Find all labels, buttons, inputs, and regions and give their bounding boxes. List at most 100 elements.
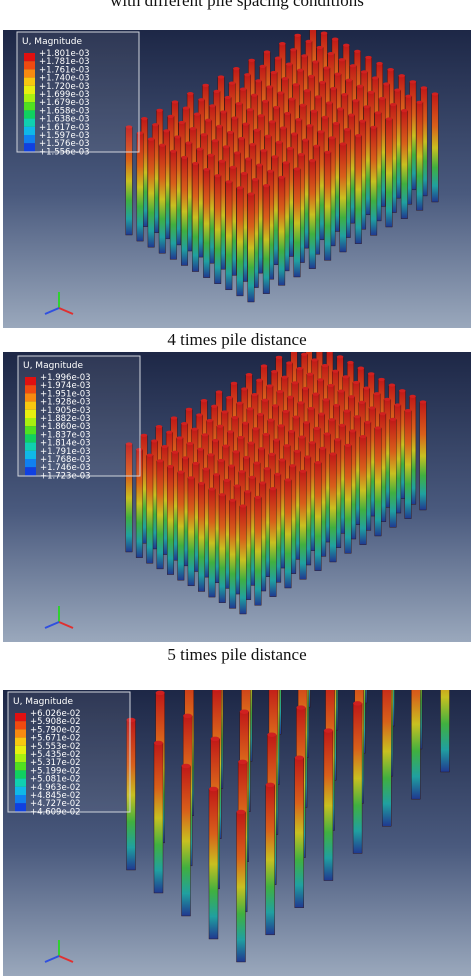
pile-top xyxy=(337,107,344,111)
legend-box xyxy=(7,691,131,813)
pile-top xyxy=(404,409,412,413)
pile-top xyxy=(272,404,279,408)
pile xyxy=(404,410,412,519)
pile-top xyxy=(337,389,345,393)
pile-top xyxy=(339,423,346,428)
pile-top xyxy=(358,400,366,405)
pile-top xyxy=(256,378,263,382)
pile-top xyxy=(420,86,428,90)
pile-top xyxy=(242,122,250,126)
legend-swatch xyxy=(15,721,26,730)
pile-top xyxy=(259,481,266,485)
pile-top xyxy=(171,100,179,104)
pile-top xyxy=(343,409,351,413)
legend-value: +5.908e-02 xyxy=(30,717,81,727)
pile xyxy=(147,138,155,248)
pile-top xyxy=(307,406,315,411)
pile-top xyxy=(322,398,330,402)
legend-value: +4.845e-02 xyxy=(30,791,81,801)
legend-swatch xyxy=(24,53,35,62)
pile-top xyxy=(379,412,386,416)
pile xyxy=(177,471,185,581)
pile-top xyxy=(185,407,193,411)
pile-top xyxy=(330,86,337,91)
pile-top xyxy=(317,378,324,382)
pile-top xyxy=(186,441,194,446)
pile-top xyxy=(356,84,364,88)
pile-top xyxy=(317,130,325,134)
pile-top xyxy=(274,472,281,476)
pile-top xyxy=(297,401,305,405)
legend-value: +6.026e-02 xyxy=(30,709,81,719)
pile-top xyxy=(126,717,136,723)
pile-top xyxy=(247,192,255,196)
pile-top xyxy=(288,429,295,434)
pile-top xyxy=(281,76,289,81)
caption: 4 times pile distance xyxy=(167,330,307,349)
pile-top xyxy=(206,418,213,423)
pile-top xyxy=(177,470,185,474)
pile-top xyxy=(219,493,226,497)
pile-top xyxy=(280,126,287,130)
pile-top xyxy=(247,441,255,445)
legend-value: +1.720e-03 xyxy=(39,82,90,92)
pile xyxy=(416,102,424,211)
legend-swatch xyxy=(24,135,35,144)
pile-top xyxy=(284,478,292,482)
legend-value: +1.658e-03 xyxy=(39,106,90,116)
pile-top xyxy=(147,137,155,141)
legend-value: +5.435e-02 xyxy=(30,750,81,760)
pile-top xyxy=(170,149,177,153)
pile-top xyxy=(398,74,405,78)
pile-top xyxy=(328,136,336,140)
pile-top xyxy=(256,163,263,167)
pile-top xyxy=(136,131,144,135)
pile-top xyxy=(359,435,367,439)
legend-swatch xyxy=(25,409,36,418)
legend-title: U, Magnitude xyxy=(13,697,73,707)
pile-top xyxy=(263,184,270,188)
pile-top xyxy=(347,360,354,365)
pile-top xyxy=(281,375,288,379)
legend-swatch xyxy=(15,729,26,738)
pile xyxy=(308,160,316,269)
pile-top xyxy=(277,91,284,95)
pile-top xyxy=(291,381,299,385)
pile-top xyxy=(399,389,406,393)
pile-top xyxy=(288,97,296,101)
pile-top xyxy=(221,410,228,414)
pile-top xyxy=(253,461,261,465)
pile-top xyxy=(334,72,342,76)
pile-top xyxy=(208,487,216,491)
pile-top xyxy=(226,396,233,400)
pile-top xyxy=(370,125,377,129)
pile-top xyxy=(203,168,210,172)
pile xyxy=(339,143,347,253)
legend-swatch xyxy=(25,459,36,468)
pile-top xyxy=(152,123,159,127)
pile-top xyxy=(213,89,221,94)
pile xyxy=(198,483,205,592)
legend-value: +5.790e-02 xyxy=(30,725,81,735)
pile-top xyxy=(178,120,186,125)
pile-top xyxy=(349,429,356,433)
pile xyxy=(239,505,247,615)
caption-top: with different pile spacing conditions xyxy=(110,0,364,10)
pile-top xyxy=(187,92,194,96)
pile-top xyxy=(260,364,268,368)
pile-top xyxy=(198,481,205,486)
pile xyxy=(203,169,211,278)
pile-top xyxy=(155,425,163,429)
triad-x xyxy=(58,621,74,629)
pile-top xyxy=(313,426,321,431)
pile-top xyxy=(284,111,291,116)
pile-top xyxy=(246,407,254,411)
pile-top xyxy=(213,690,221,691)
pile-top xyxy=(319,446,326,450)
pile-top xyxy=(271,370,278,374)
pile-top xyxy=(222,145,230,149)
pile-top xyxy=(245,373,253,377)
legend-swatch xyxy=(25,442,36,451)
pile-top xyxy=(287,395,294,399)
pile-top xyxy=(309,159,316,163)
